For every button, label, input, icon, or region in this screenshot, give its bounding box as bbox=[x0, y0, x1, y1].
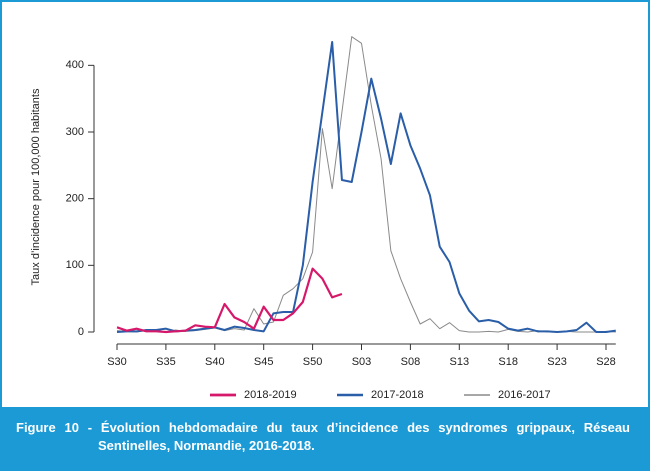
x-tick-label: S28 bbox=[596, 356, 616, 368]
x-tick-label: S35 bbox=[156, 356, 176, 368]
legend-label: 2016-2017 bbox=[498, 389, 551, 401]
y-axis-label: Taux d’incidence pour 100,000 habitants bbox=[30, 88, 42, 285]
x-tick-label: S45 bbox=[254, 356, 274, 368]
x-tick-label: S30 bbox=[107, 356, 127, 368]
x-tick-label: S50 bbox=[303, 356, 323, 368]
series-line bbox=[116, 36, 616, 333]
legend-label: 2018-2019 bbox=[244, 389, 297, 401]
caption: Figure 10 - Évolution hebdomadaire du ta… bbox=[2, 407, 648, 469]
x-tick-label: S08 bbox=[401, 356, 421, 368]
x-tick-label: S13 bbox=[450, 356, 470, 368]
y-tick-label: 300 bbox=[66, 126, 84, 138]
series-line bbox=[116, 267, 343, 334]
x-tick-label: S18 bbox=[498, 356, 518, 368]
x-tick-label: S40 bbox=[205, 356, 225, 368]
series-line bbox=[116, 41, 616, 333]
y-tick-label: 200 bbox=[66, 193, 84, 205]
x-tick-label: S03 bbox=[352, 356, 372, 368]
chart: Taux d’incidence pour 100,000 habitants … bbox=[30, 36, 616, 401]
y-tick-label: 100 bbox=[66, 259, 84, 271]
y-tick-label: 0 bbox=[78, 326, 84, 338]
legend-label: 2017-2018 bbox=[371, 389, 424, 401]
y-tick-label: 400 bbox=[66, 59, 84, 71]
x-tick-label: S23 bbox=[547, 356, 567, 368]
